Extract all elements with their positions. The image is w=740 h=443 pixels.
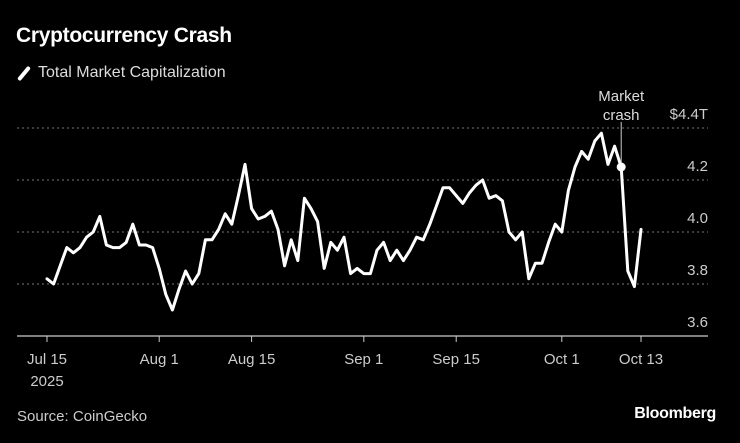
y-tick-label: 4.0	[687, 210, 708, 227]
chart-title: Cryptocurrency Crash	[16, 24, 232, 47]
x-tick-label: Jul 15	[27, 351, 67, 368]
y-tick-label: 4.2	[687, 158, 708, 175]
x-tick-sublabel: 2025	[30, 373, 63, 390]
y-tick-label: 3.8	[687, 262, 708, 279]
legend: Total Market Capitalization	[16, 64, 226, 82]
x-tick-label: Oct 13	[619, 351, 663, 368]
x-tick-label: Oct 1	[544, 351, 580, 368]
annotation-label: Market	[598, 88, 645, 105]
y-tick-label: 3.6	[687, 314, 708, 331]
bloomberg-logo: Bloomberg	[634, 405, 716, 422]
legend-label: Total Market Capitalization	[38, 64, 226, 81]
x-tick-label: Sep 1	[344, 351, 383, 368]
annotation-label: crash	[603, 107, 640, 124]
x-tick-label: Aug 15	[228, 351, 276, 368]
y-tick-label: $4.4T	[670, 106, 708, 123]
annotation-marker	[616, 162, 626, 172]
series-line	[45, 131, 643, 312]
source-note: Source: CoinGecko	[17, 408, 148, 425]
x-tick-label: Aug 1	[140, 351, 179, 368]
x-tick-label: Sep 15	[432, 351, 480, 368]
